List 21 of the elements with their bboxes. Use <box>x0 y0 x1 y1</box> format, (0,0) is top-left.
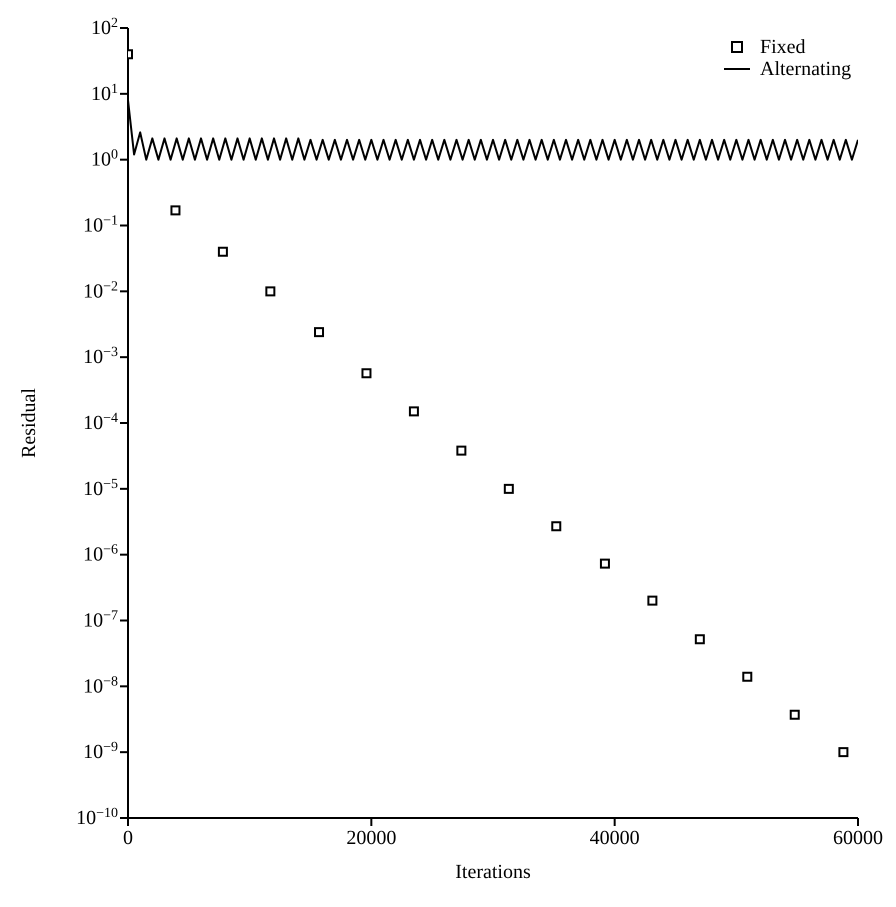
y-tick-label: 10$^{−2}$ <box>83 278 118 302</box>
y-tick-label: 10$^{−3}$ <box>83 344 118 368</box>
x-tick-label: 60000 <box>833 827 883 849</box>
y-tick-label: 10$^{−9}$ <box>83 740 118 764</box>
x-tick-label: 40000 <box>590 827 640 849</box>
y-tick-label: 10$^{−5}$ <box>83 476 118 500</box>
legend-label: Alternating <box>760 58 852 80</box>
y-tick-label: 10$^{−1}$ <box>83 213 118 236</box>
x-tick-label: 0 <box>123 827 133 849</box>
y-tick-label: 10$^{−8}$ <box>83 674 118 698</box>
y-tick-label: 10$^{0}$ <box>91 147 118 171</box>
x-axis-title: Iterations <box>455 861 531 883</box>
y-tick-label: 10$^{2}$ <box>91 16 118 39</box>
y-tick-label: 10$^{−4}$ <box>83 410 118 434</box>
y-tick-label: 10$^{−10}$ <box>76 806 118 829</box>
x-tick-label: 20000 <box>346 827 396 849</box>
y-axis-title: Residual <box>18 388 40 458</box>
legend-label: Fixed <box>760 36 806 58</box>
y-tick-label: 10$^{−6}$ <box>83 542 118 566</box>
y-tick-label: 10$^{1}$ <box>91 81 118 105</box>
y-tick-label: 10$^{−7}$ <box>83 608 118 632</box>
